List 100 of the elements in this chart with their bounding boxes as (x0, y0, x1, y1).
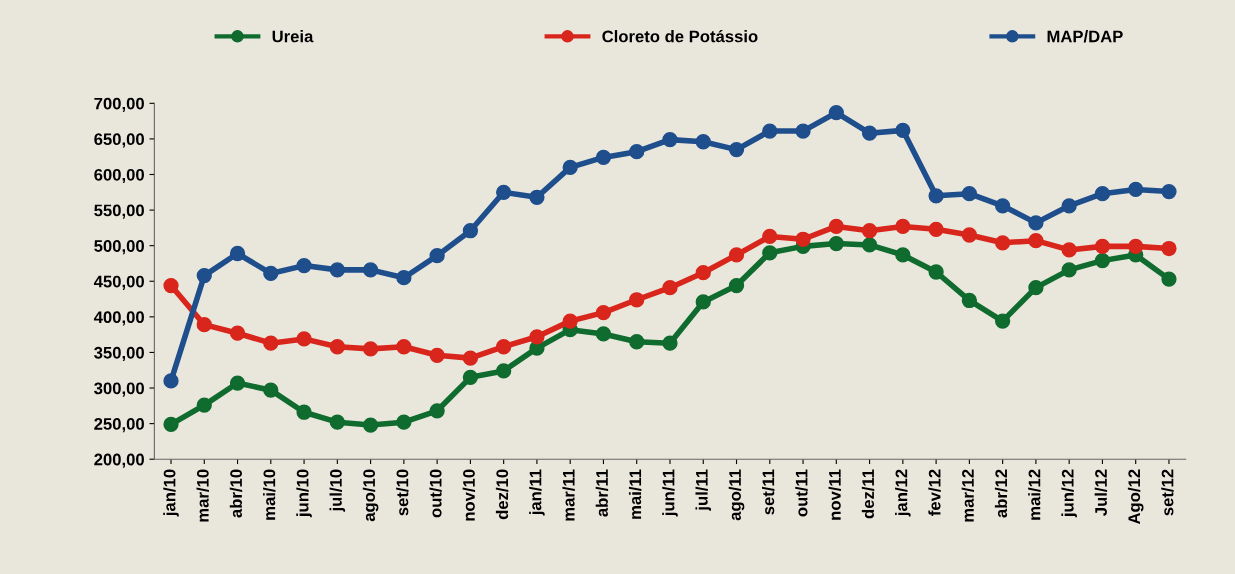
point (861, 223, 878, 239)
point (695, 294, 711, 310)
point (1128, 181, 1144, 198)
point (762, 228, 778, 245)
x-tick-label: mai/12 (1028, 469, 1041, 520)
y-tick-label: 700,00 (94, 97, 144, 112)
x-tick-label: out/11 (795, 469, 808, 517)
x-tick-label: nov/10 (462, 469, 476, 521)
point (196, 317, 212, 333)
point (229, 375, 246, 391)
x-tick-label: fev/12 (928, 469, 941, 516)
x-tick-label: set/11 (762, 469, 775, 515)
point (662, 131, 678, 148)
legend-label: MAP/DAP (1047, 30, 1123, 43)
x-tick-label: set/12 (1161, 469, 1174, 516)
point (496, 184, 512, 200)
y-tick-label: 650,00 (94, 133, 144, 148)
point (828, 104, 844, 121)
y-tick-label: 200,00 (94, 453, 144, 468)
x-tick-label: nov/11 (828, 469, 841, 520)
legend-label: Cloreto de Potássio (602, 29, 758, 43)
point (762, 123, 778, 139)
x-tick-label: jun/11 (662, 469, 678, 517)
x-tick-label: mai/10 (263, 469, 276, 520)
point (163, 416, 179, 432)
point (229, 325, 246, 341)
point (762, 245, 778, 261)
point (928, 188, 944, 204)
point (196, 397, 212, 413)
point (961, 186, 978, 202)
x-tick-label: jan/11 (529, 469, 545, 516)
x-tick-label: mai/11 (628, 469, 642, 519)
point (995, 313, 1011, 329)
point (163, 277, 179, 294)
x-tick-label: ago/11 (728, 469, 745, 521)
x-tick-label: abr/11 (595, 469, 609, 517)
y-tick-label: 500,00 (94, 240, 144, 255)
point (629, 292, 645, 308)
y-tick-label: 600,00 (94, 168, 144, 184)
point (828, 235, 844, 252)
point (961, 292, 978, 309)
point (1028, 215, 1044, 231)
point (329, 339, 345, 355)
point (662, 280, 678, 296)
legend-label: Ureia (272, 30, 314, 43)
point (629, 334, 645, 350)
point (296, 257, 312, 274)
x-tick-label: mar/12 (961, 469, 975, 522)
point (329, 414, 345, 430)
point (462, 350, 479, 366)
x-tick-label: ago/10 (362, 469, 379, 522)
point (429, 403, 445, 419)
x-tick-label: Ago/12 (1127, 469, 1144, 525)
point (329, 262, 345, 278)
point (595, 149, 612, 166)
point (828, 218, 844, 235)
point (1161, 240, 1177, 257)
point (529, 189, 545, 205)
point (662, 335, 678, 351)
x-tick-label: mar/11 (562, 469, 575, 521)
point (728, 247, 745, 263)
x-tick-label: jul/11 (695, 469, 712, 511)
y-tick-label: 250,00 (94, 418, 144, 433)
x-tick-label: jul/10 (329, 469, 346, 512)
point (396, 414, 412, 430)
y-tick-label: 550,00 (94, 204, 144, 219)
x-tick-label: jun/10 (296, 469, 312, 518)
point (496, 363, 512, 379)
point (861, 237, 878, 253)
point (1094, 252, 1111, 269)
x-tick-label: set/10 (396, 469, 409, 516)
point (1161, 271, 1177, 287)
point (296, 331, 312, 347)
point (995, 198, 1011, 214)
point (1094, 238, 1111, 255)
point (429, 347, 445, 363)
y-tick-label: 300,00 (94, 382, 144, 397)
x-tick-label: jun/12 (1061, 469, 1077, 518)
y-tick-label: 450,00 (93, 275, 144, 290)
point (795, 123, 811, 139)
point (1061, 262, 1077, 278)
point (995, 235, 1011, 251)
point (362, 341, 379, 357)
point (795, 231, 811, 247)
y-tick-label: 350,00 (94, 346, 144, 362)
point (396, 339, 412, 355)
x-tick-label: jan/10 (163, 469, 179, 517)
x-tick-label: Jul/12 (1094, 469, 1108, 516)
point (695, 265, 711, 281)
point (1028, 280, 1044, 296)
point (1061, 242, 1077, 258)
x-tick-label: out/10 (429, 469, 442, 518)
point (1094, 186, 1111, 202)
point (595, 326, 612, 342)
y-tick-label: 400,00 (93, 311, 144, 326)
x-tick-label: abr/12 (994, 469, 1008, 518)
point (396, 270, 412, 286)
point (296, 404, 312, 420)
x-tick-label: abr/10 (229, 469, 243, 518)
point (629, 144, 645, 160)
